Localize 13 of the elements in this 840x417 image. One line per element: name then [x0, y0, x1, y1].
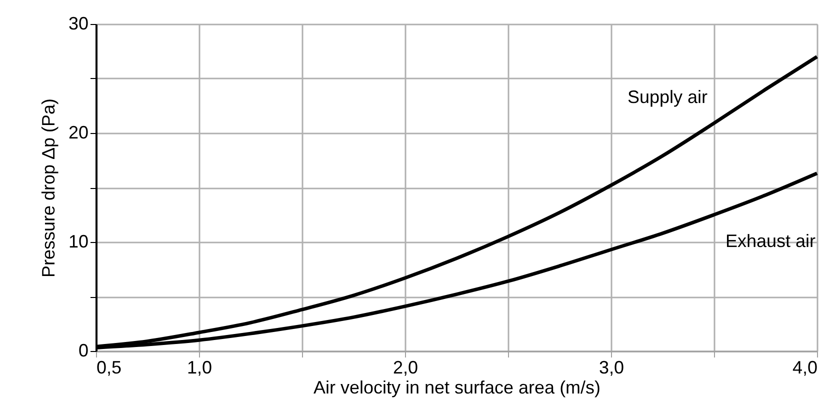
y-tick-label: 0 [78, 340, 88, 360]
y-tick-label: 10 [68, 232, 88, 252]
x-tick-label: 3,0 [598, 358, 624, 378]
series-label: Supply air [627, 86, 708, 107]
y-tick-label: 20 [68, 122, 88, 142]
y-tick-label: 30 [68, 14, 88, 34]
x-tick-label: 4,0 [792, 358, 818, 378]
x-tick-label: 1,0 [186, 358, 212, 378]
x-tick-label: 2,0 [392, 358, 418, 378]
y-axis-title: Pressure drop Δp (Pa) [38, 98, 58, 278]
x-axis-title: Air velocity in net surface area (m/s) [313, 378, 601, 398]
x-tick-label: 0,5 [96, 358, 122, 378]
series-label: Exhaust air [725, 231, 816, 252]
